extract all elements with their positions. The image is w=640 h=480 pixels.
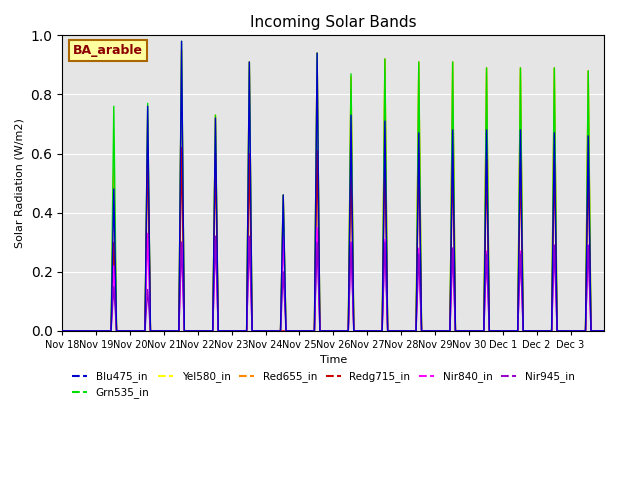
X-axis label: Time: Time (320, 356, 347, 365)
Y-axis label: Solar Radiation (W/m2): Solar Radiation (W/m2) (15, 118, 25, 248)
Title: Incoming Solar Bands: Incoming Solar Bands (250, 15, 417, 30)
Text: BA_arable: BA_arable (73, 44, 143, 57)
Legend: Blu475_in, Grn535_in, Yel580_in, Red655_in, Redg715_in, Nir840_in, Nir945_in: Blu475_in, Grn535_in, Yel580_in, Red655_… (67, 367, 579, 403)
